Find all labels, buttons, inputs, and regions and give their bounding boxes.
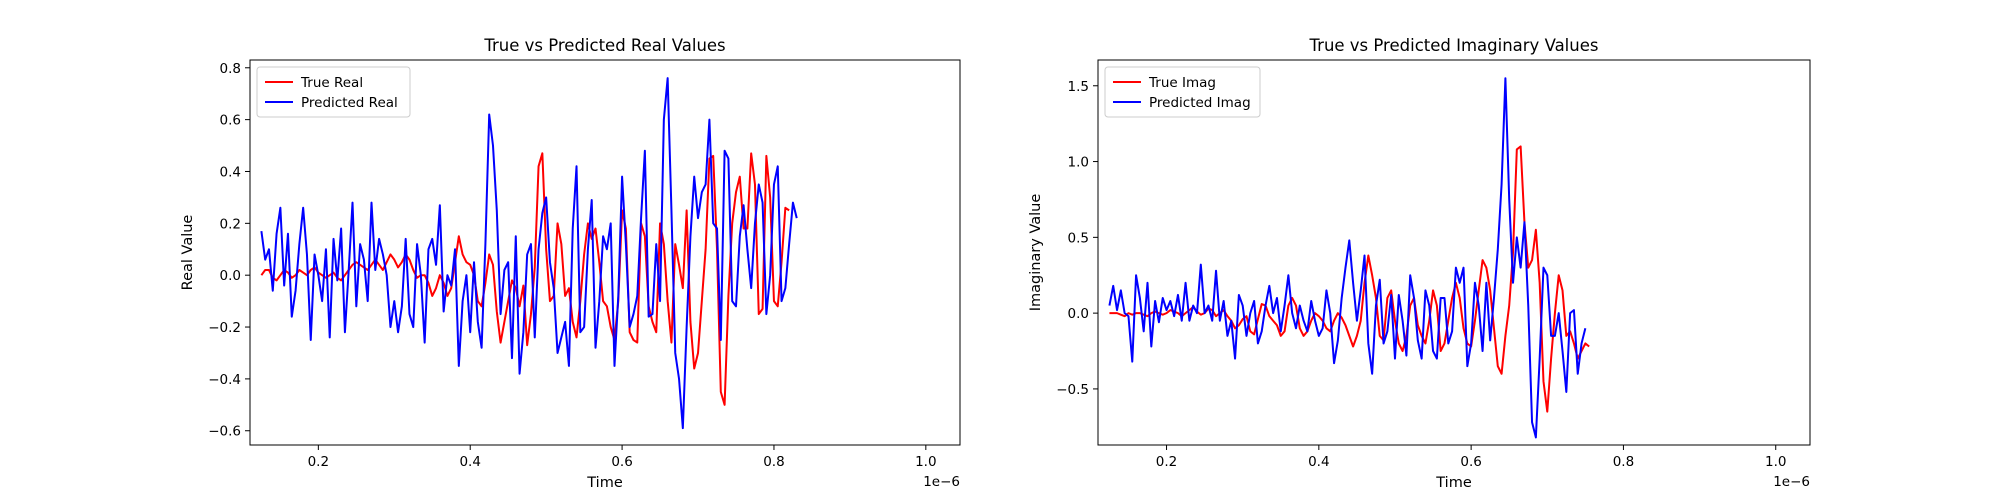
y-tick-label: −0.2 [208,320,241,336]
x-tick-label: 0.6 [1460,454,1481,470]
x-tick-label: 0.4 [459,454,480,470]
y-tick-label: 0.4 [220,164,241,180]
x-tick-label: 0.8 [763,454,784,470]
y-tick-label: 0.5 [1068,230,1089,246]
series-line-true-imag [1109,145,1590,413]
y-axis-label: Real Value [180,215,196,291]
x-axis-offset-label: 1e−6 [1773,474,1810,490]
y-tick-label: −0.4 [208,372,241,388]
x-tick-label: 0.4 [1308,454,1329,470]
legend-box [256,66,411,118]
legend-entry-label: Predicted Imag [1149,95,1251,111]
y-tick-label: −0.5 [1056,382,1089,398]
y-tick-label: 0.6 [220,113,241,129]
y-tick-label: 1.5 [1068,79,1089,95]
y-axis-label: Imaginary Value [1028,194,1044,312]
x-axis-offset-label: 1e−6 [923,474,960,490]
axes-frame [1097,59,1811,446]
x-tick-label: 0.2 [1156,454,1177,470]
x-tick-label: 1.0 [1765,454,1786,470]
y-tick-label: 0.8 [220,61,241,77]
y-tick-label: 0.0 [220,268,241,284]
x-tick-label: 0.8 [1613,454,1634,470]
legend-entry-label: True Real [300,75,363,91]
x-axis-label: Time [586,475,623,491]
x-tick-label: 1.0 [915,454,936,470]
legend: True Real Predicted Real [256,66,411,118]
x-tick-label: 0.6 [611,454,632,470]
x-axis-label: Time [1435,475,1472,491]
axes-frame [249,59,961,446]
y-tick-label: −0.6 [208,424,241,440]
legend-entry-label: True Imag [1148,75,1216,91]
chart-title: True vs Predicted Real Values [483,36,725,55]
x-tick-label: 0.2 [308,454,329,470]
imaginary-values-chart: 0.2 0.4 0.6 0.8 1.0 −0.5 0.0 0.5 1.0 1.5 True vs P… [1028,36,1811,491]
real-values-chart: 0.2 0.4 0.6 0.8 1.0 −0.6 −0.4 −0.2 0.0 0.2 0.4 0.6 0… [180,36,961,491]
series-line-predicted-imag [1108,77,1587,439]
y-tick-label: 0.2 [220,216,241,232]
y-tick-label: 0.0 [1068,306,1089,322]
series-line-predicted-real [260,77,798,430]
y-tick-label: 1.0 [1068,155,1089,171]
legend-entry-label: Predicted Real [301,95,398,111]
legend-box [1104,66,1261,118]
legend: True Imag Predicted Imag [1104,66,1261,118]
chart-title: True vs Predicted Imaginary Values [1309,36,1599,55]
